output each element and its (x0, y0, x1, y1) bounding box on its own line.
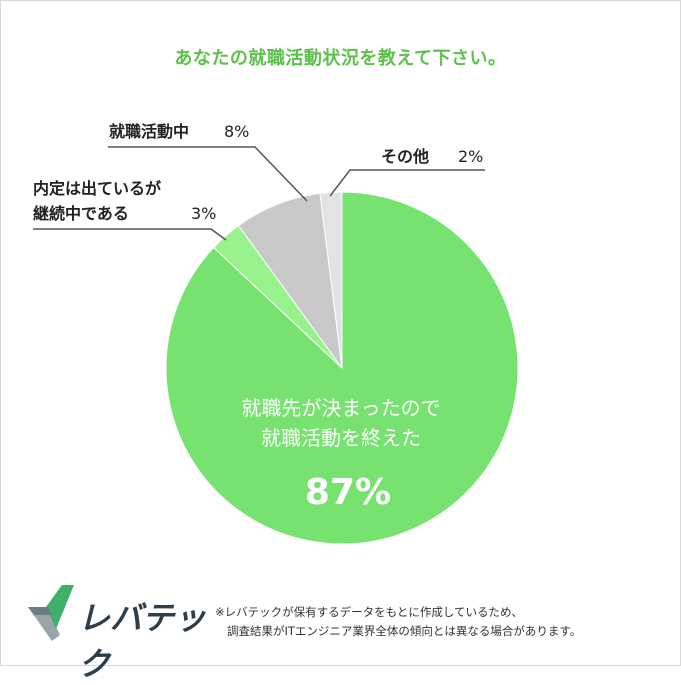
pie-slice-3 (319, 191, 343, 369)
levtech-chevron-logo-icon (28, 585, 74, 641)
chart-title: あなたの就職活動状況を教えて下さい。 (174, 48, 507, 69)
pie-slice-1-label: 内定は出ているが (33, 179, 161, 198)
pie-slice-3-value-label: 2% (458, 147, 483, 166)
pie-slice-0-label: 就職先が決まったので (241, 396, 440, 420)
pie-slice-0-label: 就職活動を終えた (261, 426, 421, 450)
pie-slice-2-value-label: 8% (224, 122, 249, 141)
pie-slice-0-value-label: 87% (305, 472, 391, 513)
pie-slice-2-label: 就職活動中 (109, 122, 189, 141)
pie-slice-2 (237, 192, 343, 369)
pie-slice-0 (165, 191, 519, 545)
leader-line-2 (108, 146, 308, 202)
footnote: ※レバテックが保有するデータをもとに作成しているため、 調査結果がITエンジニア… (215, 603, 581, 641)
pie-slice-1-value-label: 3% (191, 204, 216, 223)
brand-logo-text: レバテック (78, 599, 207, 683)
leader-line-3 (329, 169, 485, 197)
pie-slice-1-label: 継続中である (33, 204, 129, 223)
footnote-line-2: 調査結果がITエンジニア業界全体の傾向とは異なる場合があります。 (227, 624, 582, 638)
brand-logo: レバテック (28, 585, 218, 683)
leader-line-1 (33, 228, 227, 241)
footnote-line-1: ※レバテックが保有するデータをもとに作成しているため、 (215, 605, 524, 619)
pie-slice-3-label: その他 (381, 147, 429, 166)
